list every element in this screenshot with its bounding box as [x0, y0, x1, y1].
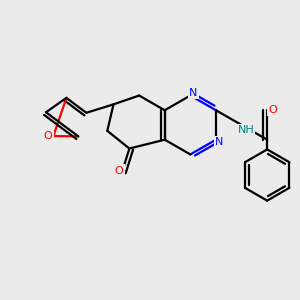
Text: O: O	[268, 105, 277, 115]
Text: N: N	[189, 88, 197, 98]
Text: NH: NH	[238, 125, 254, 135]
Text: N: N	[215, 137, 223, 147]
Text: O: O	[44, 131, 52, 141]
Text: O: O	[115, 166, 124, 176]
